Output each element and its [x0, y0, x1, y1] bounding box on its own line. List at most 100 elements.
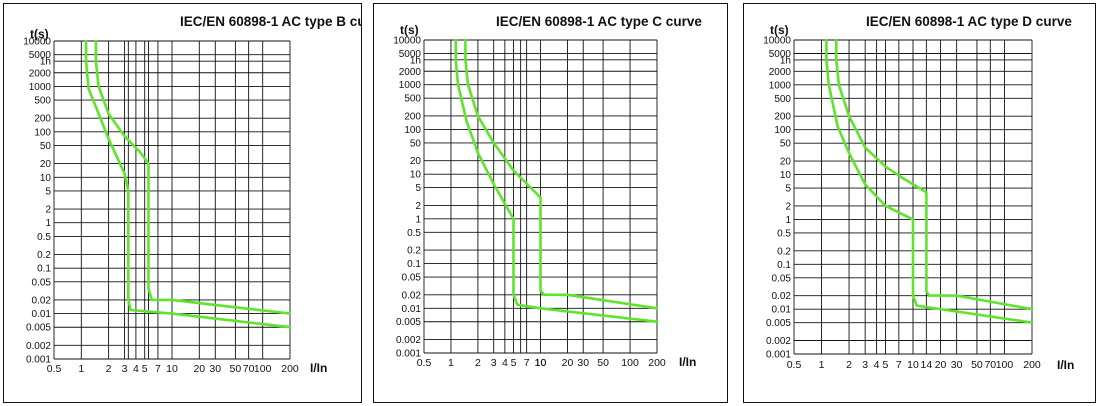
- y-tick-label: 2000: [399, 67, 422, 78]
- y-tick-label: 0.02: [402, 290, 422, 301]
- x-tick-label: 20: [193, 363, 205, 375]
- y-tick-label: 500: [404, 94, 421, 105]
- trip-curve-chart-c: IEC/EN 60898-1 AC type C curve t(s) I/In…: [393, 14, 702, 370]
- y-tick-label: 20: [40, 159, 52, 170]
- y-tick-label: 0.001: [26, 355, 51, 366]
- y-tick-label: 5000: [29, 50, 52, 61]
- x-tick-label: 3: [122, 363, 128, 375]
- x-tick-label: 14: [921, 359, 933, 371]
- y-tick-label: 1: [415, 214, 421, 225]
- y-tick-label: 0.01: [772, 305, 792, 316]
- chart-title: IEC/EN 60898-1 AC type C curve: [496, 14, 702, 29]
- y-tick-label: 100: [774, 125, 791, 136]
- x-tick-label: 20: [562, 357, 574, 369]
- x-tick-label: 10: [535, 357, 547, 369]
- y-tick-label: 200: [404, 111, 421, 122]
- upper-trip-curve: [464, 38, 659, 310]
- x-tick-label: 100: [621, 357, 639, 369]
- x-tick-label: 70: [984, 359, 996, 371]
- y-tick-label: 0.5: [777, 228, 791, 239]
- y-tick-label: 5: [785, 184, 791, 195]
- y-tick-label: 500: [774, 94, 791, 105]
- x-tick-label: 3: [491, 357, 497, 369]
- chart-panel-type-c: IEC/EN 60898-1 AC type C curve t(s) I/In…: [373, 3, 728, 403]
- y-tick-label: 0.002: [26, 341, 51, 352]
- y-tick-label: 50: [40, 141, 52, 152]
- y-tick-label: 0.02: [32, 295, 52, 306]
- x-tick-label: 7: [524, 357, 530, 369]
- upper-trip-curve: [94, 39, 292, 315]
- y-tick-label: 0.005: [396, 317, 421, 328]
- y-tick-label: 0.05: [772, 273, 792, 284]
- y-tick-label: 1: [45, 218, 51, 229]
- x-tick-label: 2: [106, 363, 112, 375]
- y-tick-label: 0.2: [407, 246, 421, 257]
- y-tick-label: 20: [780, 157, 792, 168]
- y-tick-label: 5000: [399, 49, 422, 60]
- y-tick-label: 5000: [769, 49, 792, 60]
- x-tick-label: 7: [896, 359, 902, 371]
- y-tick-label: 0.001: [766, 350, 791, 361]
- x-tick-label: 50: [230, 363, 242, 375]
- x-tick-label: 4: [133, 363, 139, 375]
- x-tick-label: 7: [155, 363, 161, 375]
- chart-panel-type-b: IEC/EN 60898-1 AC type B curve t(s) I/In…: [3, 3, 362, 403]
- lower-trip-curve: [825, 38, 1034, 324]
- x-axis-label: I/In: [310, 361, 327, 375]
- y-tick-label: 0.1: [37, 264, 51, 275]
- trip-curve-chart-b: IEC/EN 60898-1 AC type B curve t(s) I/In…: [23, 14, 361, 376]
- y-tick-label: 0.002: [766, 336, 791, 347]
- y-tick-label: 0.2: [777, 246, 791, 257]
- x-tick-label: 200: [648, 357, 666, 369]
- x-tick-label: 4: [502, 357, 508, 369]
- y-tick-label: 20: [410, 156, 422, 167]
- x-tick-label: 2: [846, 359, 852, 371]
- y-tick-label: 0.5: [407, 228, 421, 239]
- y-tick-label: 2: [415, 201, 421, 212]
- lower-trip-curve: [454, 38, 659, 324]
- y-tick-label: 0.01: [402, 304, 422, 315]
- x-tick-label: 70: [243, 363, 255, 375]
- y-tick-label: 50: [780, 139, 792, 150]
- x-tick-label: 1: [819, 359, 825, 371]
- x-tick-label: 20: [935, 359, 947, 371]
- y-tick-label: 10000: [763, 36, 791, 47]
- x-tick-label: 10: [535, 357, 547, 369]
- y-tick-label: 1000: [769, 80, 792, 91]
- y-tick-label: 0.01: [32, 309, 52, 320]
- y-tick-label: 0.02: [772, 291, 792, 302]
- x-axis-label: I/In: [1057, 358, 1074, 372]
- x-tick-label: 200: [281, 363, 299, 375]
- y-tick-label: 5: [415, 183, 421, 194]
- y-tick-label: 0.1: [777, 260, 791, 271]
- y-tick-label: 0.005: [26, 323, 51, 334]
- y-tick-label: 1000: [399, 80, 422, 91]
- y-axis-label: t(s): [400, 23, 419, 37]
- x-tick-label: 100: [254, 363, 272, 375]
- y-tick-label: 0.002: [396, 335, 421, 346]
- y-tick-label: 1: [785, 215, 791, 226]
- upper-trip-curve: [835, 38, 1034, 311]
- x-tick-label: 10: [166, 363, 178, 375]
- y-axis-label: t(s): [30, 27, 49, 41]
- y-tick-label: 100: [34, 127, 51, 138]
- y-tick-label: 1h: [410, 55, 421, 66]
- x-tick-label: 5: [142, 363, 148, 375]
- x-tick-label: 1: [448, 357, 454, 369]
- y-tick-label: 100: [404, 125, 421, 136]
- y-tick-label: 5: [45, 186, 51, 197]
- y-tick-label: 200: [34, 114, 51, 125]
- y-tick-label: 0.5: [37, 232, 51, 243]
- x-tick-label: 2: [475, 357, 481, 369]
- chart-title: IEC/EN 60898-1 AC type B curve: [180, 14, 361, 29]
- x-tick-label: 3: [862, 359, 868, 371]
- x-tick-label: 0.5: [417, 357, 432, 369]
- chart-title: IEC/EN 60898-1 AC type D curve: [866, 14, 1072, 29]
- y-tick-label: 200: [774, 112, 791, 123]
- x-tick-label: 0.5: [47, 363, 62, 375]
- x-tick-label: 100: [996, 359, 1014, 371]
- y-tick-label: 500: [34, 96, 51, 107]
- y-tick-label: 10: [780, 170, 792, 181]
